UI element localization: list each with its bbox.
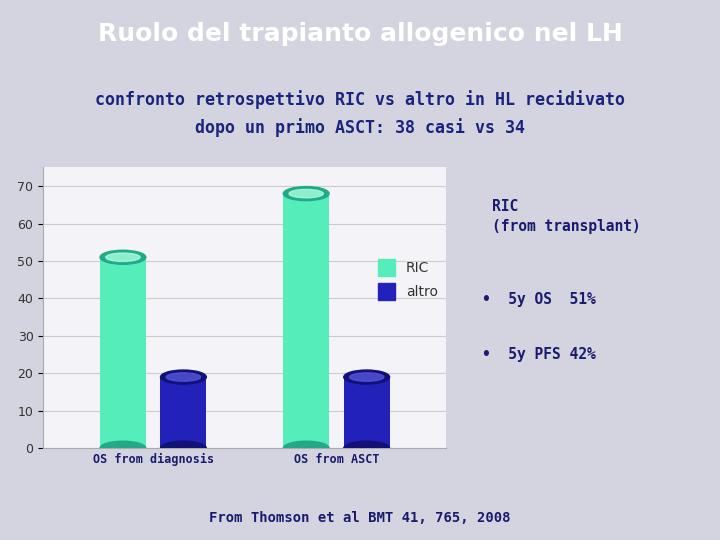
Ellipse shape <box>283 441 329 455</box>
Text: •  5y OS  51%: • 5y OS 51% <box>482 293 596 307</box>
Ellipse shape <box>343 441 390 455</box>
Text: confronto retrospettivo RIC vs altro in HL recidivato
dopo un primo ASCT: 38 cas: confronto retrospettivo RIC vs altro in … <box>95 90 625 137</box>
Ellipse shape <box>100 250 146 264</box>
Text: RIC
(from transplant): RIC (from transplant) <box>492 199 641 234</box>
Ellipse shape <box>106 253 140 261</box>
Ellipse shape <box>166 373 201 381</box>
Ellipse shape <box>343 370 390 384</box>
Bar <box>100 257 146 448</box>
Ellipse shape <box>283 187 329 201</box>
Bar <box>343 377 390 448</box>
Ellipse shape <box>161 370 207 384</box>
Ellipse shape <box>349 373 384 381</box>
Ellipse shape <box>100 441 146 455</box>
Text: •  5y PFS 42%: • 5y PFS 42% <box>482 347 596 362</box>
Bar <box>283 194 329 448</box>
Bar <box>161 377 207 448</box>
Ellipse shape <box>289 190 323 198</box>
Ellipse shape <box>161 441 207 455</box>
Text: From Thomson et al BMT 41, 765, 2008: From Thomson et al BMT 41, 765, 2008 <box>210 511 510 525</box>
Legend: RIC, altro: RIC, altro <box>372 254 444 306</box>
Text: Ruolo del trapianto allogenico nel LH: Ruolo del trapianto allogenico nel LH <box>98 22 622 46</box>
